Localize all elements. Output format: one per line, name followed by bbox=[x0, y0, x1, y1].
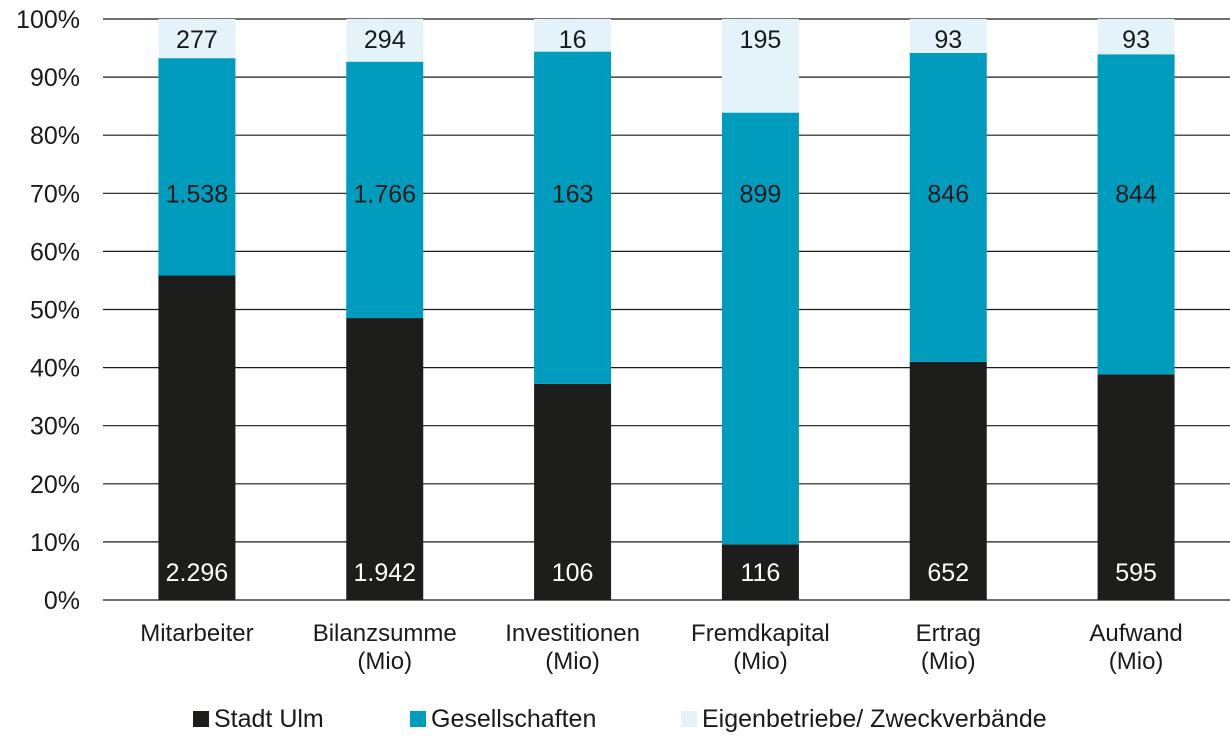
legend: Stadt Ulm Gesellschaften Eigenbetriebe/ Zw… bbox=[193, 705, 1047, 733]
data-label: 294 bbox=[364, 26, 406, 54]
bar-segment bbox=[534, 51, 612, 384]
bars bbox=[158, 19, 1175, 600]
y-tick-label: 100% bbox=[16, 6, 80, 34]
legend-swatch bbox=[410, 711, 426, 727]
data-label: 93 bbox=[1122, 26, 1150, 54]
bar-segment bbox=[346, 19, 424, 62]
data-label: 899 bbox=[740, 180, 782, 208]
data-label: 16 bbox=[559, 26, 587, 54]
x-category-label: (Mio) bbox=[733, 648, 788, 675]
x-category-label: Aufwand bbox=[1089, 620, 1182, 647]
bar-segment bbox=[1097, 19, 1175, 55]
x-axis-category-labels: Mitarbeiter Bilanzsumme(Mio)Investitionen… bbox=[140, 620, 1183, 675]
x-category-label: (Mio) bbox=[545, 648, 600, 675]
bar-segment bbox=[721, 544, 799, 600]
y-tick-label: 90% bbox=[30, 64, 80, 92]
x-category-label: (Mio) bbox=[921, 648, 976, 675]
data-label: 844 bbox=[1115, 180, 1157, 208]
x-category-label: Fremdkapital bbox=[691, 620, 830, 647]
y-tick-label: 20% bbox=[30, 471, 80, 499]
gridlines bbox=[103, 18, 1230, 601]
data-label: 106 bbox=[552, 559, 594, 587]
x-category-label: Investitionen bbox=[505, 620, 640, 647]
x-category-label: (Mio) bbox=[357, 648, 412, 675]
data-label: 163 bbox=[552, 180, 594, 208]
bar-segment bbox=[721, 19, 799, 113]
bar-segment bbox=[346, 318, 424, 600]
y-tick-label: 70% bbox=[30, 180, 80, 208]
legend-label: Eigenbetriebe/ Zweckverbände bbox=[702, 705, 1047, 733]
data-label: 195 bbox=[740, 26, 782, 54]
y-tick-label: 40% bbox=[30, 355, 80, 383]
bar-segment bbox=[158, 19, 236, 59]
bar-segment bbox=[909, 52, 987, 362]
data-labels: 2.296 1.538 277 1.942 1.766 294 106 163 16 116 899… bbox=[166, 26, 1157, 587]
bar-segment bbox=[346, 61, 424, 319]
y-tick-label: 10% bbox=[30, 529, 80, 557]
data-label: 1.766 bbox=[353, 180, 416, 208]
legend-swatch bbox=[193, 711, 209, 727]
y-tick-label: 50% bbox=[30, 297, 80, 325]
data-label: 1.538 bbox=[166, 180, 229, 208]
bar-segment bbox=[909, 361, 987, 600]
bar-segment bbox=[158, 275, 236, 600]
y-axis-tick-labels: 0% 10% 20% 30% 40% 50% 60% 70% 80% 90% 100% bbox=[16, 6, 80, 615]
data-label: 652 bbox=[927, 559, 969, 587]
x-category-label: Mitarbeiter bbox=[140, 620, 253, 647]
legend-label: Stadt Ulm bbox=[214, 705, 324, 733]
bar-segment bbox=[909, 19, 987, 53]
bar-segment bbox=[158, 58, 236, 276]
legend-label: Gesellschaften bbox=[431, 705, 596, 733]
data-label: 1.942 bbox=[353, 559, 416, 587]
y-tick-label: 0% bbox=[44, 587, 80, 615]
bar-segment bbox=[534, 383, 612, 600]
data-label: 277 bbox=[176, 26, 218, 54]
bar-segment bbox=[534, 19, 612, 52]
data-label: 2.296 bbox=[166, 559, 229, 587]
data-label: 116 bbox=[740, 559, 780, 587]
bar-segment bbox=[1097, 374, 1175, 600]
data-label: 846 bbox=[927, 180, 969, 208]
legend-swatch bbox=[681, 711, 697, 727]
y-tick-label: 60% bbox=[30, 238, 80, 266]
data-label: 93 bbox=[934, 26, 962, 54]
bar-segment bbox=[1097, 54, 1175, 375]
y-tick-label: 80% bbox=[30, 122, 80, 150]
data-label: 595 bbox=[1115, 559, 1157, 587]
bar-segment bbox=[721, 112, 799, 545]
x-category-label: Bilanzsumme bbox=[313, 620, 457, 647]
x-category-label: Ertrag bbox=[916, 620, 981, 647]
x-category-label: (Mio) bbox=[1109, 648, 1164, 675]
y-tick-label: 30% bbox=[30, 413, 80, 441]
